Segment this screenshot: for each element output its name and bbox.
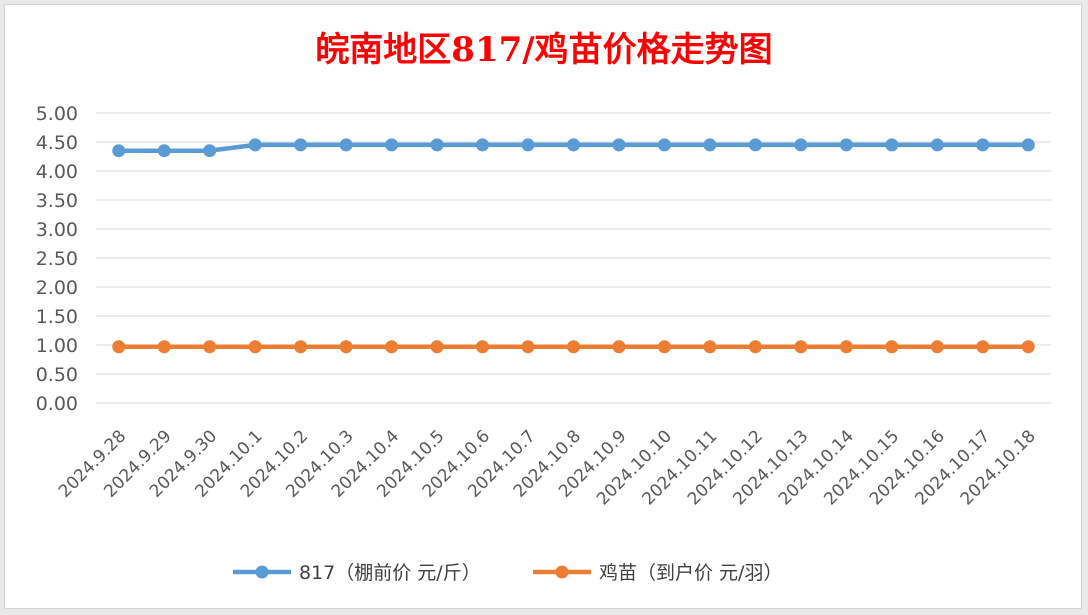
y-tick-label: 4.50 (36, 132, 78, 154)
data-point (248, 340, 262, 354)
legend-item-1: 817（棚前价 元/斤） (233, 562, 481, 584)
data-point (476, 138, 490, 152)
data-point (976, 340, 990, 354)
y-tick-label: 3.00 (36, 219, 78, 241)
data-point (294, 340, 308, 354)
chart-area: 皖南地区817/鸡苗价格走势图 0.00 0.50 1.00 1.50 2.00 2.50… (4, 4, 1082, 609)
y-tick-label: 1.50 (36, 306, 78, 328)
y-tick-label: 2.00 (36, 277, 78, 299)
data-point (930, 138, 944, 152)
data-point (203, 144, 217, 158)
data-point (248, 138, 262, 152)
y-tick-label: 1.00 (36, 335, 78, 357)
data-point (794, 138, 808, 152)
y-tick-label: 0.00 (36, 393, 78, 415)
legend-label: 817（棚前价 元/斤） (299, 562, 481, 584)
data-point (748, 138, 762, 152)
data-point (1021, 138, 1035, 152)
y-tick-label: 0.50 (36, 364, 78, 386)
series-2 (112, 340, 1035, 354)
data-point (976, 138, 990, 152)
data-point (567, 138, 580, 152)
data-point (1021, 340, 1035, 354)
data-point (657, 138, 671, 152)
data-point (430, 340, 444, 354)
line-chart: 皖南地区817/鸡苗价格走势图 0.00 0.50 1.00 1.50 2.00 2.50… (36, 30, 1051, 584)
data-point (476, 340, 490, 354)
data-point (112, 340, 126, 354)
legend-item-2: 鸡苗（到户价 元/羽） (533, 562, 782, 584)
data-point (157, 144, 171, 158)
legend-swatch-marker (555, 565, 569, 579)
gridlines (96, 112, 1051, 404)
chart-title: 皖南地区817/鸡苗价格走势图 (315, 30, 772, 70)
y-tick-label: 3.50 (36, 190, 78, 212)
data-point (612, 138, 626, 152)
y-tick-label: 2.50 (36, 248, 78, 270)
data-point (794, 340, 808, 354)
data-point (657, 340, 671, 354)
series-layer (112, 138, 1035, 354)
data-point (112, 144, 126, 158)
data-point (839, 138, 853, 152)
series-1 (112, 138, 1035, 158)
data-point (703, 340, 717, 354)
data-point (430, 138, 444, 152)
y-tick-label: 5.00 (36, 103, 78, 125)
data-point (703, 138, 717, 152)
data-point (385, 340, 399, 354)
data-point (339, 340, 353, 354)
y-axis-ticks: 0.00 0.50 1.00 1.50 2.00 2.50 3.00 3.50 4.00 4.50… (36, 103, 78, 415)
data-point (885, 138, 899, 152)
legend-swatch-marker (255, 565, 269, 579)
data-point (203, 340, 217, 354)
data-point (339, 138, 353, 152)
data-point (521, 340, 535, 354)
data-point (294, 138, 308, 152)
data-point (885, 340, 899, 354)
y-tick-label: 4.00 (36, 161, 78, 183)
data-point (930, 340, 944, 354)
legend: 817（棚前价 元/斤） 鸡苗（到户价 元/羽） (233, 562, 782, 584)
data-point (521, 138, 535, 152)
data-point (839, 340, 853, 354)
data-point (567, 340, 580, 354)
legend-label: 鸡苗（到户价 元/羽） (599, 562, 782, 584)
x-axis-ticks: 2024.9.282024.9.292024.9.302024.10.12024… (55, 426, 1040, 509)
data-point (748, 340, 762, 354)
data-point (385, 138, 399, 152)
data-point (612, 340, 626, 354)
data-point (157, 340, 171, 354)
